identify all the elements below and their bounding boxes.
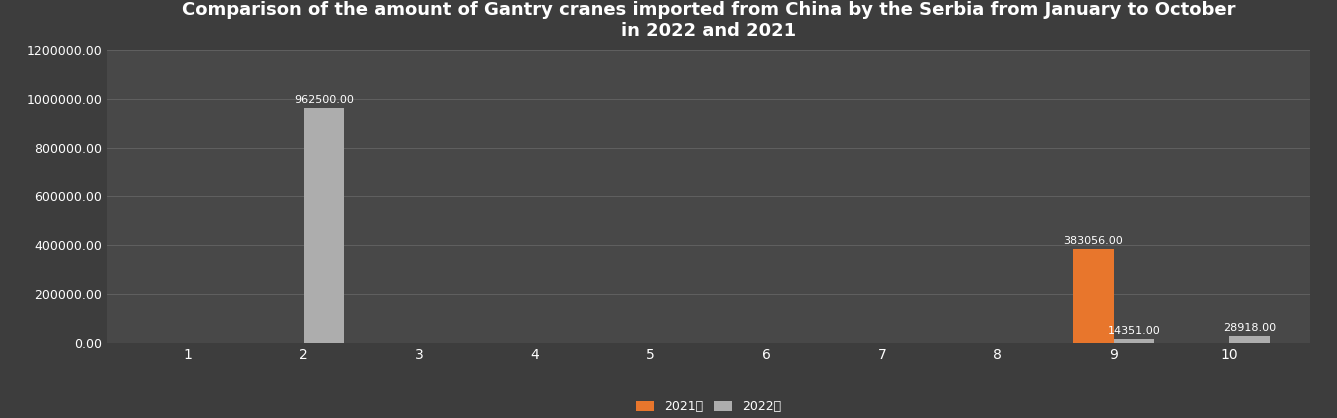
Text: 28918.00: 28918.00 bbox=[1223, 323, 1275, 333]
Text: 383056.00: 383056.00 bbox=[1063, 237, 1123, 247]
Bar bbox=[1074, 250, 1114, 343]
Bar bbox=[1229, 336, 1270, 343]
Text: 962500.00: 962500.00 bbox=[294, 95, 354, 105]
Bar bbox=[303, 108, 344, 343]
Text: 14351.00: 14351.00 bbox=[1107, 326, 1161, 336]
Legend: 2021年, 2022年: 2021年, 2022年 bbox=[631, 395, 786, 418]
Bar bbox=[1114, 339, 1154, 343]
Title: Comparison of the amount of Gantry cranes imported from China by the Serbia from: Comparison of the amount of Gantry crane… bbox=[182, 2, 1235, 40]
